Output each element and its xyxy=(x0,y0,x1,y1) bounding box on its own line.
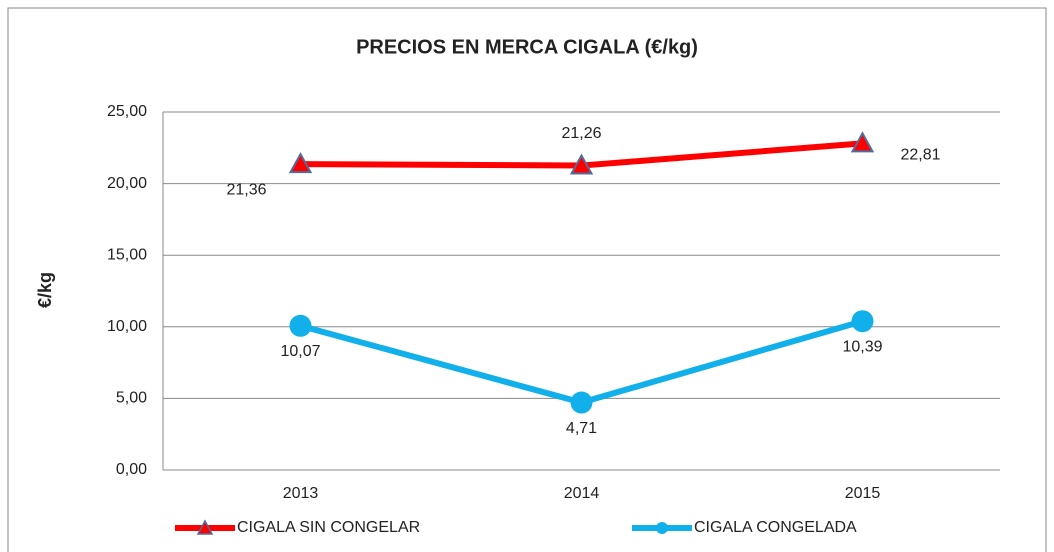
x-tick-label: 2015 xyxy=(845,485,881,502)
legend-marker xyxy=(196,519,214,535)
chart-border xyxy=(7,7,1047,552)
legend-marker xyxy=(656,522,668,534)
y-axis-label: €/kg xyxy=(35,272,55,308)
marker xyxy=(288,152,313,174)
data-label: 21,36 xyxy=(226,181,266,198)
y-tick-label: 5,00 xyxy=(116,390,147,407)
y-tick-label: 25,00 xyxy=(107,103,147,120)
data-label: 4,71 xyxy=(566,420,597,437)
marker xyxy=(289,314,312,337)
y-tick-label: 20,00 xyxy=(107,175,147,192)
y-tick-label: 15,00 xyxy=(107,246,147,263)
data-label: 21,26 xyxy=(561,125,601,142)
legend-label: CIGALA SIN CONGELAR xyxy=(237,519,420,536)
y-tick-label: 0,00 xyxy=(116,461,147,478)
marker xyxy=(851,310,874,333)
x-tick-label: 2013 xyxy=(283,485,319,502)
data-label: 10,39 xyxy=(842,338,882,355)
y-tick-label: 10,00 xyxy=(107,318,147,335)
data-label: 10,07 xyxy=(280,343,320,360)
data-label: 22,81 xyxy=(900,147,940,164)
marker xyxy=(569,153,594,175)
x-tick-label: 2014 xyxy=(564,485,600,502)
legend-label: CIGALA CONGELADA xyxy=(694,519,857,536)
chart-title: PRECIOS EN MERCA CIGALA (€/kg) xyxy=(356,36,698,58)
marker xyxy=(570,391,593,414)
marker xyxy=(850,131,875,153)
